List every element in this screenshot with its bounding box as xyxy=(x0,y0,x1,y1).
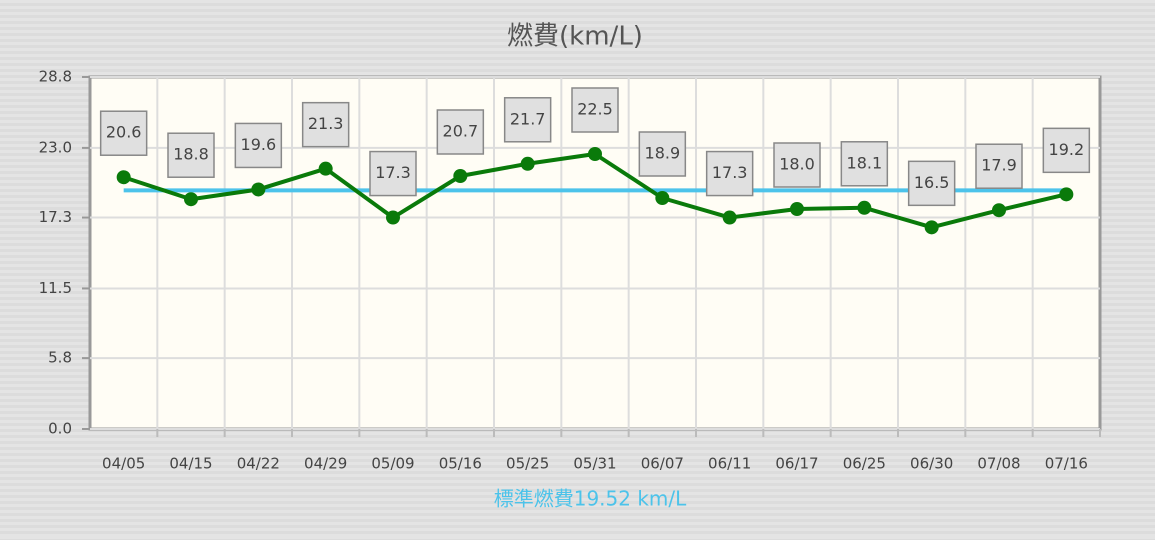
label-box xyxy=(1042,127,1091,174)
y-tick-label: 0.0 xyxy=(48,420,72,438)
label-box xyxy=(99,110,148,156)
data-label: 22.5 xyxy=(577,100,613,119)
label-box xyxy=(705,150,754,197)
data-label: 19.6 xyxy=(241,135,277,154)
x-tick-label: 04/15 xyxy=(169,455,212,473)
x-tick-label: 06/30 xyxy=(910,455,953,473)
data-label: 16.5 xyxy=(914,173,950,192)
data-point xyxy=(1059,187,1074,202)
x-tick-label: 06/11 xyxy=(708,455,751,473)
label-box xyxy=(503,97,552,143)
chart-title: 燃費(km/L) xyxy=(507,22,643,52)
data-point xyxy=(251,182,266,197)
data-point xyxy=(116,170,131,185)
data-point xyxy=(184,192,198,207)
data-label: 18.1 xyxy=(847,153,883,172)
label-box xyxy=(234,122,283,169)
data-label: 20.6 xyxy=(106,123,142,142)
x-tick-label: 06/17 xyxy=(775,455,818,473)
x-tick-label: 07/08 xyxy=(977,455,1020,473)
data-point xyxy=(588,147,602,161)
x-tick-label: 04/29 xyxy=(304,455,347,473)
data-point xyxy=(655,191,670,205)
y-tick-label: 17.3 xyxy=(39,208,72,226)
data-label: 18.0 xyxy=(779,155,815,174)
label-box xyxy=(773,142,821,188)
reference-label: 標準燃費19.52 km/L xyxy=(494,487,687,511)
data-point xyxy=(992,203,1006,218)
label-box xyxy=(975,143,1023,189)
x-tick-label: 06/25 xyxy=(843,455,886,473)
x-tick-label: 04/05 xyxy=(102,455,145,473)
label-box xyxy=(638,131,687,177)
label-box xyxy=(907,160,956,207)
data-label: 18.8 xyxy=(173,145,209,164)
x-tick-label: 05/16 xyxy=(439,455,482,473)
x-tick-label: 04/22 xyxy=(237,455,280,473)
label-box xyxy=(571,87,619,133)
data-point xyxy=(318,161,333,176)
data-label: 17.9 xyxy=(981,156,1017,175)
y-tick-label: 5.8 xyxy=(48,349,72,367)
x-tick-label: 05/31 xyxy=(573,455,616,473)
label-box xyxy=(840,141,889,187)
y-tick-label: 23.0 xyxy=(39,138,72,156)
data-point xyxy=(790,202,804,216)
y-tick-label: 11.5 xyxy=(39,279,72,297)
data-label: 18.9 xyxy=(645,144,681,163)
data-label: 17.3 xyxy=(712,163,748,182)
data-label: 17.3 xyxy=(375,163,411,182)
y-tick-label: 28.8 xyxy=(39,68,72,86)
data-point xyxy=(520,156,535,171)
data-label: 21.3 xyxy=(308,114,344,133)
data-point xyxy=(924,220,939,235)
data-label: 21.7 xyxy=(510,109,546,128)
data-point xyxy=(453,169,468,183)
label-box xyxy=(167,132,215,178)
label-box xyxy=(369,150,417,197)
x-tick-label: 06/07 xyxy=(641,455,684,473)
data-label: 20.7 xyxy=(443,122,479,141)
label-box xyxy=(436,109,485,155)
data-point xyxy=(386,210,400,225)
data-point xyxy=(722,210,737,225)
data-point xyxy=(857,200,872,215)
x-tick-label: 05/25 xyxy=(506,455,549,473)
x-tick-label: 05/09 xyxy=(371,455,414,473)
label-box xyxy=(301,101,350,148)
x-tick-label: 07/16 xyxy=(1045,455,1088,473)
data-label: 19.2 xyxy=(1049,140,1085,159)
